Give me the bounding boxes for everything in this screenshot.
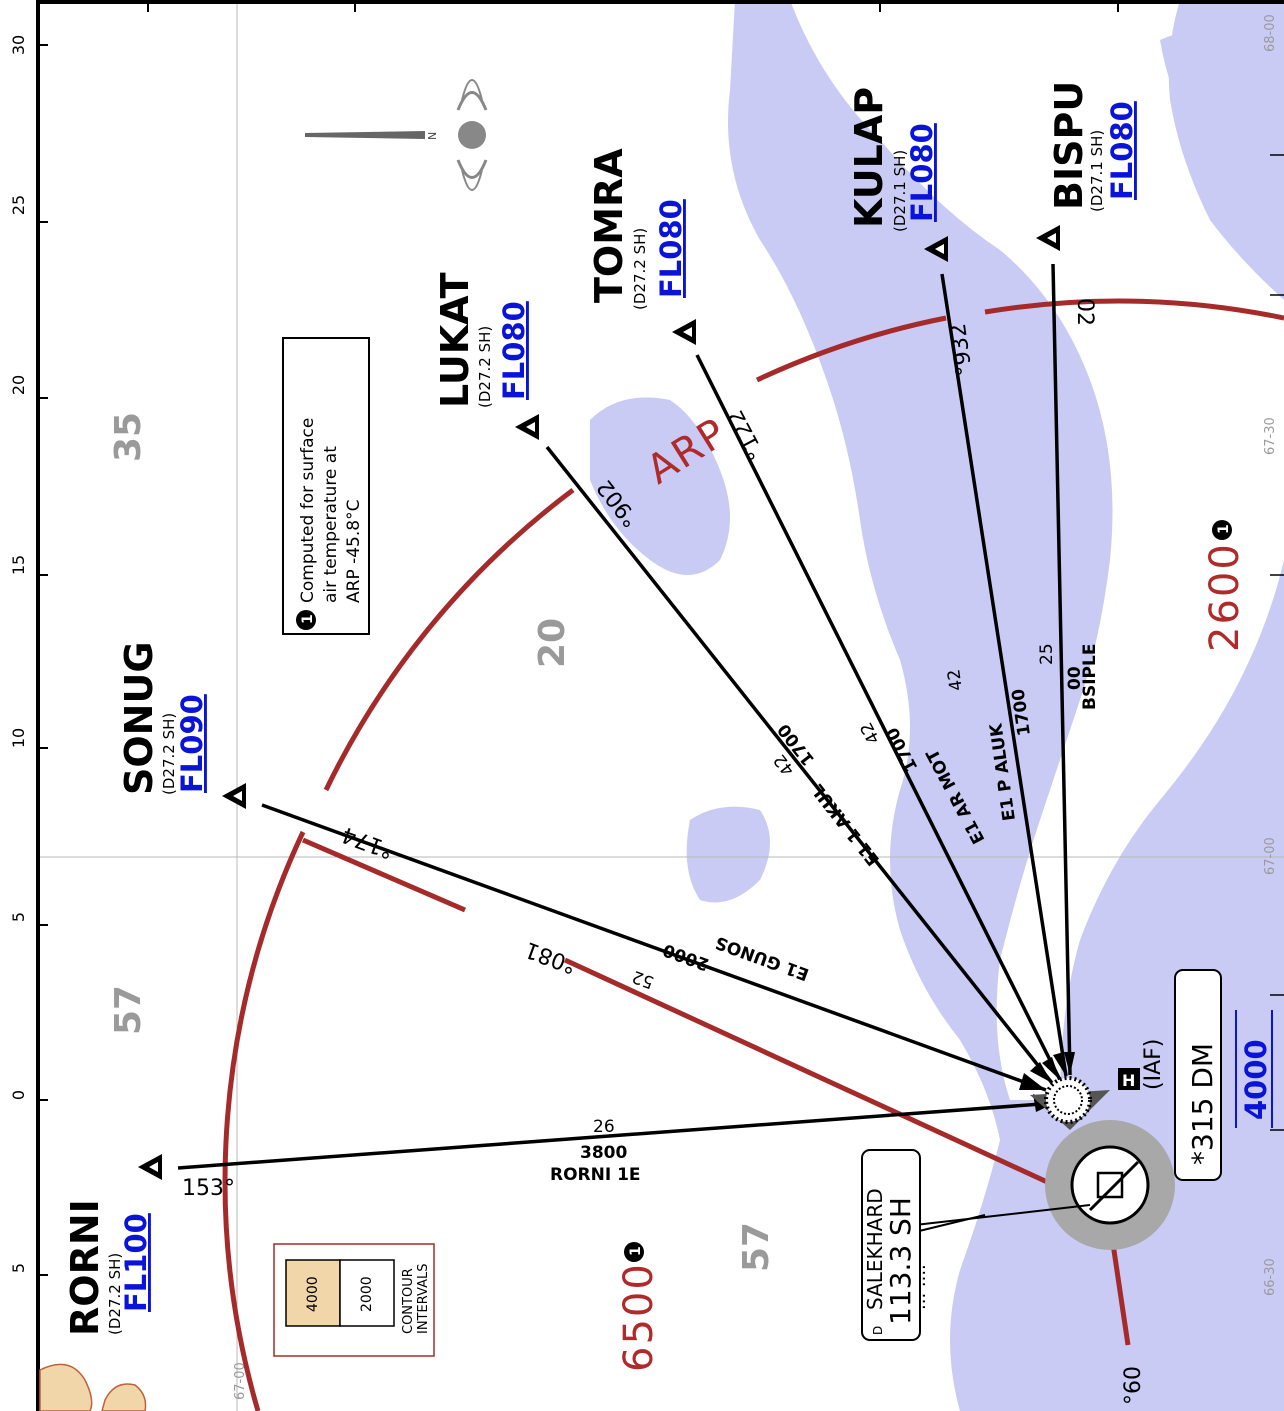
grid-label: 67-30: [1263, 417, 1278, 455]
note-line: air temperature at: [321, 446, 341, 603]
svg-text:1: 1: [1216, 524, 1232, 534]
route-name: E1 1 AKUL: [808, 780, 884, 869]
svg-text:N: N: [426, 132, 439, 140]
route-course: °122: [723, 405, 770, 464]
waypoint-fl: FL080: [497, 301, 531, 400]
waypoint-kulap: KULAP (D27.1 SH) FL080: [847, 87, 939, 232]
waypoint-name: LUKAT: [433, 272, 477, 408]
contour-value: 20: [532, 618, 573, 668]
msa-altitude-south: 6500: [616, 1262, 662, 1372]
waypoint-fl: FL080: [905, 123, 939, 222]
svg-text:1: 1: [628, 1246, 644, 1256]
route-course: 153°: [182, 1176, 235, 1201]
ruler-label: 5: [9, 912, 28, 922]
iaf-id: *315 DM: [1186, 1043, 1219, 1165]
legend-caption: INTERVALS: [416, 1264, 431, 1334]
msa-altitude-north: 2600: [1202, 542, 1248, 652]
waypoint-fl: FL080: [654, 199, 688, 298]
ruler-label: 10: [9, 728, 28, 748]
route-altitude: 3800: [580, 1143, 627, 1163]
waypoint-distance: (D27.2 SH): [476, 326, 494, 408]
ruler-label: 15: [9, 555, 28, 575]
grid-label: 67-00: [1263, 837, 1278, 875]
ruler-label: 0: [9, 1090, 28, 1100]
contour-value: 35: [108, 412, 149, 462]
navaid-morse: ... ....: [909, 1264, 930, 1310]
grid-label: 68-00: [1263, 14, 1278, 52]
waypoint-distance: (D27.2 SH): [631, 228, 649, 310]
holding-icon: H: [1122, 1071, 1135, 1090]
waypoint-fl: FL080: [1105, 101, 1139, 200]
route-distance: 52: [630, 966, 657, 992]
waypoint-triangle-icon: [1036, 225, 1060, 251]
route-name: RORNI 1E: [550, 1165, 641, 1185]
ruler-label: 5: [9, 1263, 28, 1273]
radial-label: °60: [1121, 1366, 1146, 1405]
waypoint-distance: (D27.1 SH): [1088, 130, 1106, 212]
waypoint-fl: FL100: [119, 1213, 153, 1312]
waypoint-triangle-icon: [222, 783, 246, 809]
ruler-label: 25: [9, 195, 28, 215]
route-distance: 25: [1037, 643, 1057, 665]
distance-ruler: 30 25 20 15 10 5 0 5: [9, 0, 48, 1411]
north-arrow-icon: N: [305, 80, 486, 190]
contour-legend: 4000 2000 CONTOUR INTERVALS: [274, 1244, 434, 1356]
route-altitude: 00: [1065, 666, 1085, 690]
note-marker-icon: 1: [1212, 520, 1232, 540]
navaid-type: D: [871, 1326, 885, 1335]
waypoint-fl: FL090: [175, 694, 209, 793]
note-line: ARP -45.8°C: [344, 500, 364, 603]
navaid-box: D SALEKHARD 113.3 SH ... ....: [862, 1150, 930, 1340]
vor-dme-icon: [1045, 1120, 1175, 1250]
waypoint-triangle-icon: [138, 1154, 162, 1180]
waypoint-name: BISPU: [1047, 81, 1091, 210]
route-name: E1 GUNOS: [713, 932, 812, 984]
ruler-label: 20: [9, 375, 28, 395]
waypoint-name: SONUG: [117, 641, 161, 795]
route-course: 02: [1072, 298, 1097, 326]
radial-label: °081: [522, 936, 580, 978]
note-box: 1 Computed for surface air temperature a…: [283, 338, 369, 634]
route-altitude: 2000: [660, 939, 711, 974]
waypoint-bispu: BISPU (D27.1 SH) FL080: [1047, 81, 1139, 212]
note-marker-icon: 1: [624, 1242, 644, 1262]
waypoint-name: KULAP: [847, 87, 891, 228]
route-distance: 26: [593, 1117, 615, 1137]
legend-value: 2000: [359, 1276, 375, 1312]
waypoint-name: TOMRA: [587, 148, 631, 303]
waypoint-tomra: TOMRA (D27.2 SH) FL080: [587, 148, 688, 310]
legend-caption: CONTOUR: [401, 1268, 416, 1334]
waypoint-sonug: SONUG (D27.2 SH) FL090: [117, 641, 209, 795]
contour-value: 57: [736, 1222, 777, 1272]
top-border: [38, 0, 1284, 12]
contour-value: 57: [108, 985, 149, 1035]
waypoint-name: RORNI: [63, 1199, 107, 1336]
terrain-patch: [40, 1364, 146, 1411]
waypoint-triangle-icon: [672, 319, 696, 345]
note-marker: 1: [300, 614, 316, 624]
legend-value: 4000: [305, 1276, 321, 1312]
note-line: Computed for surface: [298, 418, 318, 603]
ruler-label: 30: [9, 35, 28, 55]
iaf-altitude: 4000: [1239, 1039, 1273, 1120]
route-distance: 42: [944, 668, 967, 692]
waypoint-rorni: RORNI (D27.2 SH) FL100: [63, 1199, 153, 1336]
grid-label: 66-30: [1263, 1258, 1278, 1296]
waypoint-lukat: LUKAT (D27.2 SH) FL080: [433, 272, 531, 408]
waypoint-triangle-icon: [515, 414, 539, 440]
grid-label: 67-00: [233, 1362, 248, 1400]
iaf-label: (IAF): [1141, 1039, 1166, 1090]
